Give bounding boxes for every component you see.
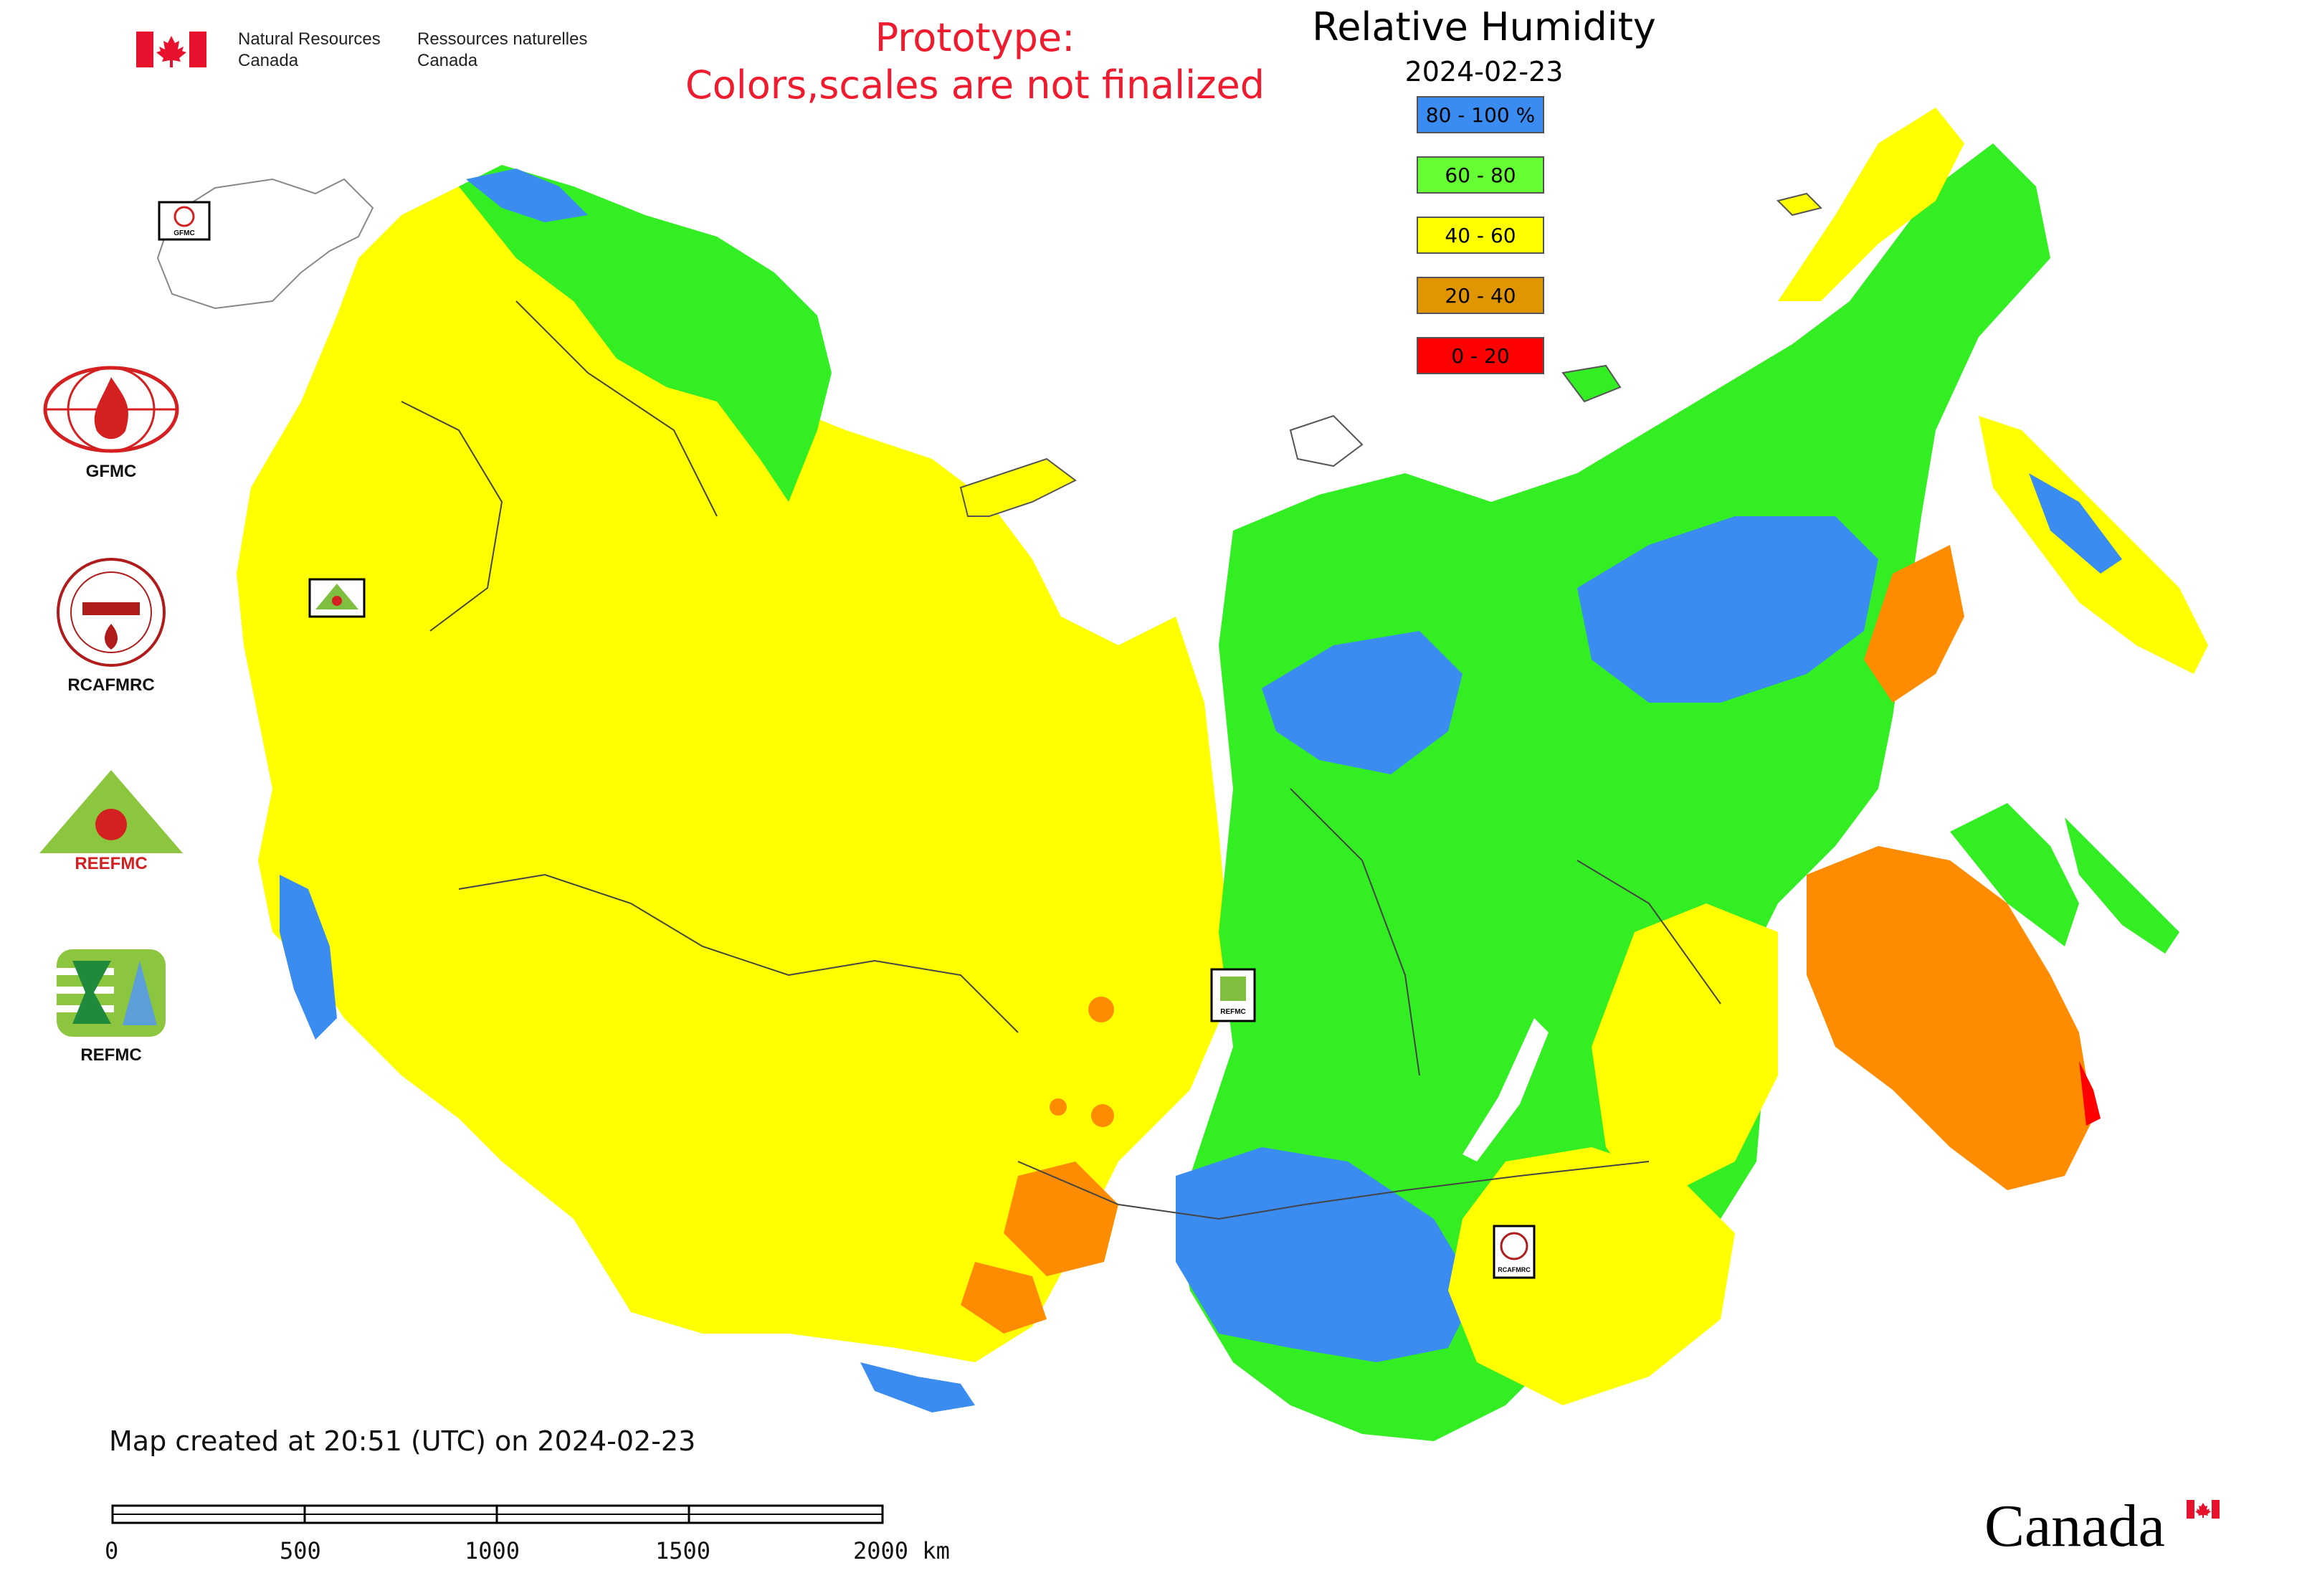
org-name-french: Ressources naturelles Canada — [417, 29, 588, 70]
marker-rcafmrc: RCAFMRC — [1493, 1225, 1536, 1279]
legend-item-80-100: 80 - 100 % — [1417, 96, 1544, 133]
rcafmrc-logo-icon — [57, 558, 166, 667]
canada-wordmark: Canada — [1984, 1491, 2220, 1561]
region-blue-mongolia — [1176, 1147, 1477, 1362]
region-orange-amur — [1807, 846, 2093, 1190]
scale-label-1000: 1000 — [465, 1537, 520, 1564]
region-blue-kamchatka — [2029, 473, 2122, 574]
region-green-east — [1176, 143, 2050, 1441]
map-created-text: Map created at 20:51 (UTC) on 2024-02-23 — [109, 1425, 696, 1457]
region-blue-caucasus — [280, 875, 337, 1040]
region-sakhalin — [2065, 817, 2179, 954]
reefmc-logo: REEFMC — [29, 767, 194, 878]
region-yellow-west — [237, 186, 1233, 1362]
prototype-notice: Prototype: Colors,scales are not finaliz… — [685, 15, 1265, 108]
org-name-english: Natural Resources Canada — [238, 29, 381, 70]
legend-item-40-60: 40 - 60 — [1417, 217, 1544, 254]
svg-text:REEFMC: REEFMC — [75, 854, 147, 873]
region-green-primorye — [1950, 803, 2079, 946]
scale-label-2000: 2000 km — [853, 1537, 950, 1564]
refmc-label: REFMC — [80, 1045, 142, 1065]
reefmc-logo-icon: REEFMC — [39, 770, 183, 873]
marker-gfmc: GFMC — [158, 201, 211, 241]
region-orange-okhotsk — [1864, 545, 1964, 703]
legend-item-20-40: 20 - 40 — [1417, 277, 1544, 314]
region-orange-patch-3 — [1050, 1098, 1067, 1116]
europe-outline — [156, 178, 374, 310]
admin-borders — [401, 300, 1721, 1220]
scale-bar — [111, 1504, 884, 1524]
scale-label-500: 500 — [280, 1537, 321, 1564]
canada-flag-icon — [136, 32, 206, 67]
canada-wordmark-flag-icon — [2187, 1500, 2220, 1519]
legend: 80 - 100 % 60 - 80 40 - 60 20 - 40 0 - 2… — [1417, 96, 1544, 397]
region-blue-yakutia — [1577, 516, 1878, 703]
gfmc-logo-icon — [43, 366, 179, 453]
rcafmrc-logo: RCAFMRC — [29, 555, 194, 695]
svg-text:GFMC: GFMC — [173, 229, 194, 237]
gfmc-logo: GFMC — [29, 363, 194, 482]
svg-text:REFMC: REFMC — [1220, 1008, 1246, 1016]
refmc-logo-icon — [57, 949, 166, 1037]
severnaya-zemlya — [1289, 414, 1364, 467]
novaya-zemlya — [959, 457, 1077, 517]
legend-item-0-20: 0 - 20 — [1417, 337, 1544, 374]
rcafmrc-label: RCAFMRC — [67, 675, 155, 695]
region-red-primorye — [2079, 1061, 2101, 1126]
scale-labels: 0 500 1000 1500 2000 km — [0, 1537, 1075, 1566]
region-blue-kola — [466, 168, 588, 222]
region-orange-patch — [1088, 997, 1114, 1022]
region-orange-patch-2 — [1091, 1104, 1114, 1127]
region-yellow-southeast — [1592, 903, 1778, 1205]
legend-date: 2024-02-23 — [1404, 56, 1564, 87]
region-yellow-mongolia — [1448, 1147, 1735, 1405]
scale-label-1500: 1500 — [655, 1537, 711, 1564]
svg-text:RCAFMRC: RCAFMRC — [1498, 1266, 1531, 1273]
region-blue-south — [860, 1362, 975, 1412]
gfmc-label: GFMC — [85, 462, 137, 481]
marker-refmc: REFMC — [1210, 968, 1256, 1022]
wrangel-island — [1777, 192, 1822, 217]
region-orange-tajik — [961, 1262, 1047, 1334]
lake-baikal — [1462, 1018, 1549, 1162]
legend-title: Relative Humidity — [1312, 4, 1656, 49]
scale-label-0: 0 — [105, 1537, 119, 1564]
refmc-logo: REFMC — [29, 946, 194, 1065]
region-green-kola — [459, 165, 832, 502]
legend-item-60-80: 60 - 80 — [1417, 156, 1544, 194]
region-orange-altai — [1004, 1162, 1118, 1276]
new-siberian-islands — [1561, 364, 1622, 403]
marker-reefmc — [308, 578, 366, 618]
region-yellow-northeast — [1778, 108, 1964, 301]
region-blue-central-siberia — [1262, 631, 1462, 774]
